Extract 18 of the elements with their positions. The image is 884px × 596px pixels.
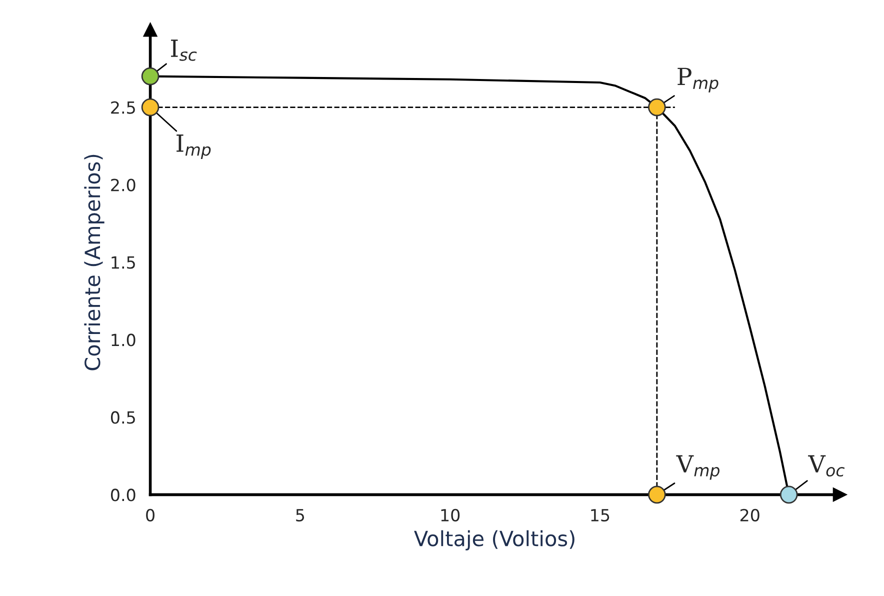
x-tick-label: 10 [441,508,460,522]
x-tick-label: 5 [296,509,304,522]
annotation: V$_{mp}$ [676,455,720,480]
x-tick-label: 20 [740,508,760,522]
annotation: P$_{mp}$ [678,68,718,92]
annotation: V$_{oc}$ [808,455,845,477]
y-tick-label: 0.5 [110,411,135,424]
y-tick-label: 1.5 [112,256,135,269]
y-axis-title: Corriente (Amperios) [84,154,104,370]
annotation: I$_{mp}$ [176,134,211,160]
y-tick-label: 2.5 [111,101,135,114]
annotation: I$_{sc}$ [171,40,197,61]
y-tick-label: 2.0 [111,178,136,192]
x-tick-label: 0 [146,508,154,522]
x-tick-label: 15 [591,509,610,522]
x-axis-title: Voltaje (Voltios) [414,530,574,550]
y-tick-label: 1.0 [112,334,136,346]
y-tick-label: 0.0 [110,488,136,502]
